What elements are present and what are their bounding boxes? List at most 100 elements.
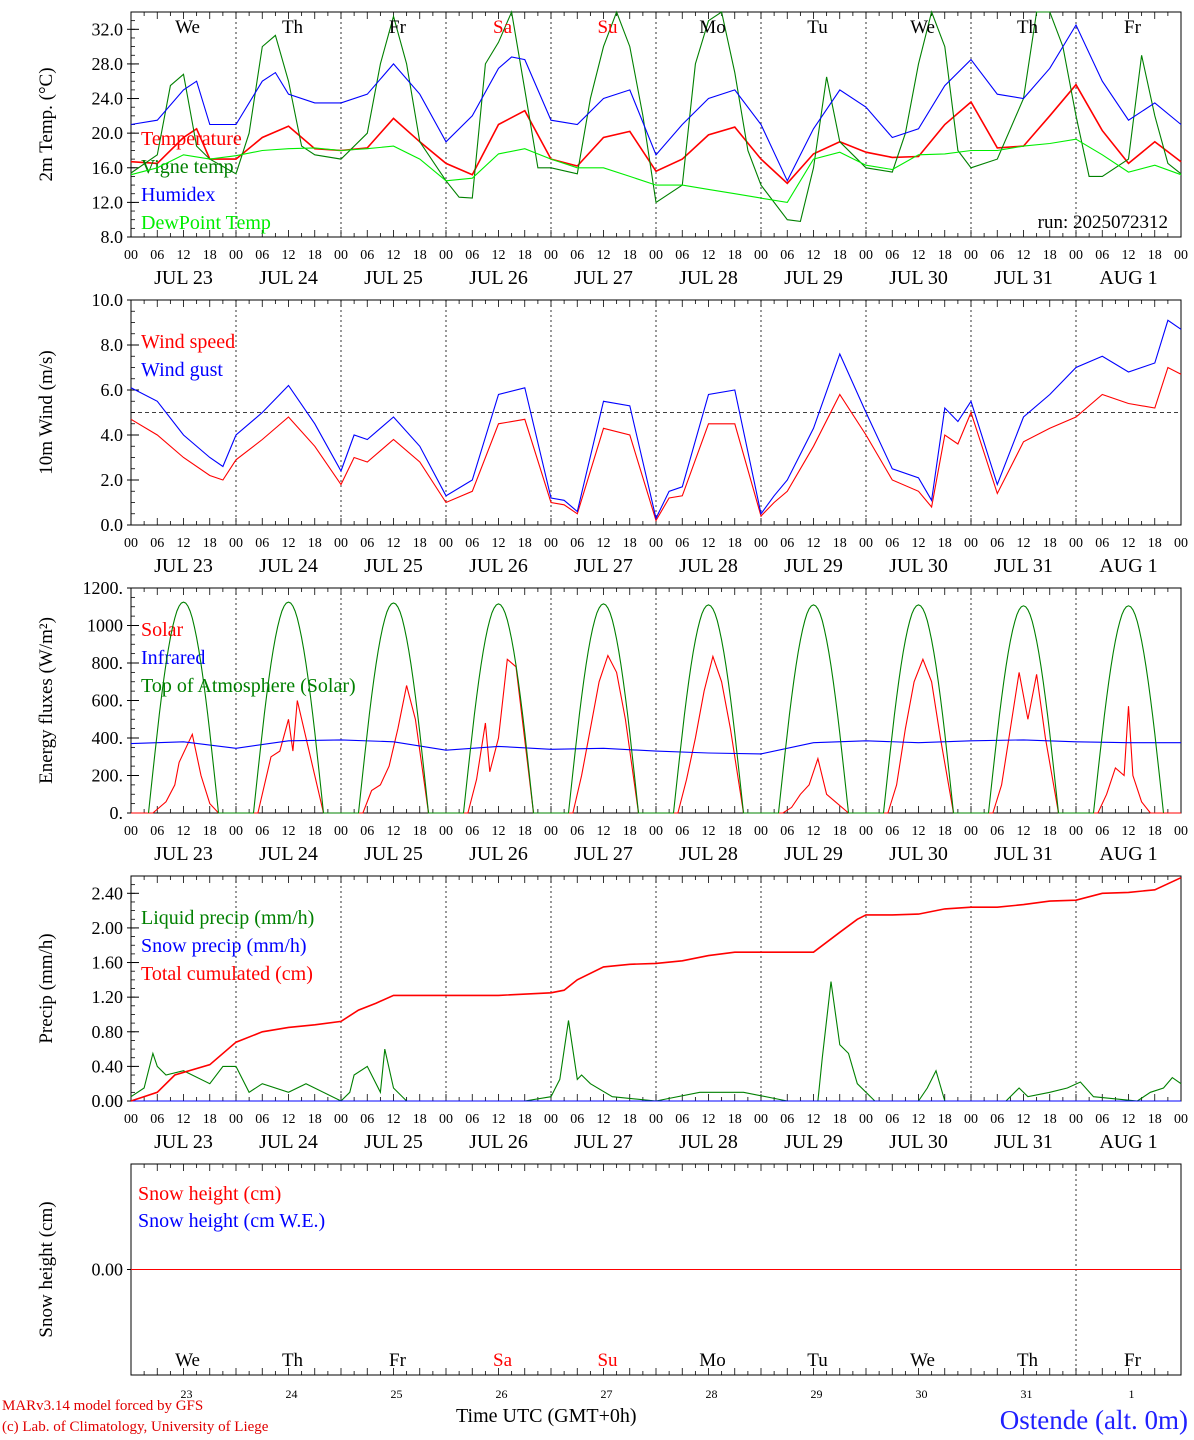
fluxes-y-tick-label: 200. [92, 766, 124, 786]
precip-hour-label: 18 [308, 1112, 322, 1127]
fluxes-hour-label: 18 [623, 824, 637, 839]
wind-hour-label: 18 [623, 536, 637, 551]
fluxes-y-tick-label: 1000 [87, 616, 123, 636]
wind-hour-label: 12 [912, 536, 926, 551]
precip-hour-label: 06 [1095, 1112, 1109, 1127]
fluxes-hour-label: 12 [912, 824, 926, 839]
precip-date-label: JUL 30 [889, 1131, 948, 1153]
wind-hour-label: 00 [1069, 536, 1083, 551]
precip-hour-label: 12 [702, 1112, 716, 1127]
credit-line-1: MARv3.14 model forced by GFS [2, 1398, 204, 1414]
precip-date-label: JUL 24 [259, 1131, 318, 1153]
wind-hour-label: 12 [1017, 536, 1031, 551]
fluxes-date-label: AUG 1 [1099, 843, 1157, 865]
temperature-hour-label: 12 [387, 248, 401, 263]
temperature-legend-temperature: Temperature [141, 128, 242, 150]
temperature-hour-label: 18 [1148, 248, 1162, 263]
temperature-hour-label: 18 [728, 248, 742, 263]
temperature-hour-label: 18 [833, 248, 847, 263]
wind-hour-label: 00 [649, 536, 663, 551]
snow-day-number: 31 [1021, 1387, 1033, 1401]
precip-hour-label: 18 [833, 1112, 847, 1127]
precip-hour-label: 18 [413, 1112, 427, 1127]
wind-y-tick-label: 6.0 [101, 380, 124, 400]
temperature-run-annotation: run: 2025072312 [1038, 212, 1168, 233]
temperature-weekday-label: Fr [1124, 17, 1142, 38]
temperature-date-label: JUL 30 [889, 267, 948, 289]
wind-date-label: JUL 27 [574, 555, 633, 577]
precip-date-label: JUL 27 [574, 1131, 633, 1153]
fluxes-series-top-of-atmosphere-solar- [147, 601, 1165, 814]
precip-hour-label: 06 [255, 1112, 269, 1127]
temperature-hour-label: 06 [150, 248, 164, 263]
fluxes-y-tick-label: 400. [92, 728, 124, 748]
fluxes-hour-label: 18 [413, 824, 427, 839]
precip-hour-label: 12 [177, 1112, 191, 1127]
wind-hour-label: 00 [964, 536, 978, 551]
temperature-date-label: JUL 24 [259, 267, 318, 289]
fluxes-hour-label: 12 [597, 824, 611, 839]
fluxes-hour-label: 12 [807, 824, 821, 839]
wind-hour-label: 06 [675, 536, 689, 551]
fluxes-legend-solar: Solar [141, 619, 184, 641]
wind-hour-label: 12 [387, 536, 401, 551]
snow-y-axis-title: Snow height (cm) [36, 1201, 57, 1337]
wind-legend-wind-gust: Wind gust [141, 359, 223, 381]
wind-date-label: JUL 25 [364, 555, 423, 577]
wind-y-tick-label: 2.0 [101, 470, 124, 490]
precip-hour-label: 18 [728, 1112, 742, 1127]
precip-hour-label: 12 [912, 1112, 926, 1127]
temperature-date-label: JUL 23 [154, 267, 213, 289]
wind-hour-label: 12 [282, 536, 296, 551]
precip-y-tick-label: 0.80 [92, 1022, 124, 1042]
fluxes-hour-label: 06 [990, 824, 1004, 839]
precip-hour-label: 00 [439, 1112, 453, 1127]
precip-hour-label: 18 [623, 1112, 637, 1127]
temperature-weekday-label: Sa [493, 17, 513, 38]
wind-hour-label: 18 [938, 536, 952, 551]
temperature-date-label: JUL 31 [994, 267, 1053, 289]
wind-hour-label: 00 [439, 536, 453, 551]
fluxes-legend-top-of-atmosphere-solar-: Top of Atmosphere (Solar) [141, 675, 356, 697]
fluxes-y-tick-label: 600. [92, 691, 124, 711]
temperature-date-label: AUG 1 [1099, 267, 1157, 289]
fluxes-hour-label: 00 [124, 824, 138, 839]
precip-hour-label: 18 [1043, 1112, 1057, 1127]
snow-weekday-label: Fr [1124, 1350, 1142, 1371]
wind-y-tick-label: 10.0 [92, 290, 124, 310]
wind-hour-label: 12 [1122, 536, 1136, 551]
wind-y-axis-title: 10m Wind (m/s) [36, 350, 57, 475]
wind-date-label: JUL 26 [469, 555, 528, 577]
temperature-hour-label: 12 [807, 248, 821, 263]
precip-y-tick-label: 1.20 [92, 987, 124, 1007]
precip-date-label: JUL 28 [679, 1131, 738, 1153]
fluxes-hour-label: 00 [229, 824, 243, 839]
precip-hour-label: 12 [1122, 1112, 1136, 1127]
temperature-hour-label: 06 [990, 248, 1004, 263]
temperature-weekday-label: Th [1017, 17, 1039, 38]
fluxes-hour-label: 18 [308, 824, 322, 839]
fluxes-date-label: JUL 23 [154, 843, 213, 865]
temperature-date-label: JUL 25 [364, 267, 423, 289]
wind-hour-label: 18 [518, 536, 532, 551]
temperature-y-axis-title: 2m Temp. (°C) [36, 67, 57, 181]
wind-date-label: JUL 24 [259, 555, 318, 577]
temperature-date-label: JUL 26 [469, 267, 528, 289]
fluxes-hour-label: 12 [492, 824, 506, 839]
temperature-hour-label: 12 [177, 248, 191, 263]
fluxes-hour-label: 00 [1174, 824, 1188, 839]
fluxes-hour-label: 06 [255, 824, 269, 839]
fluxes-hour-label: 06 [570, 824, 584, 839]
precip-hour-label: 00 [859, 1112, 873, 1127]
precip-date-label: JUL 29 [784, 1131, 843, 1153]
snow-weekday-label: Th [1017, 1350, 1039, 1371]
temperature-hour-label: 00 [859, 248, 873, 263]
temperature-weekday-label: Mo [699, 17, 725, 38]
temperature-hour-label: 18 [518, 248, 532, 263]
wind-hour-label: 06 [150, 536, 164, 551]
fluxes-date-label: JUL 30 [889, 843, 948, 865]
precip-date-label: JUL 23 [154, 1131, 213, 1153]
precip-hour-label: 18 [1148, 1112, 1162, 1127]
snow-day-number: 28 [706, 1387, 718, 1401]
temperature-hour-label: 00 [754, 248, 768, 263]
